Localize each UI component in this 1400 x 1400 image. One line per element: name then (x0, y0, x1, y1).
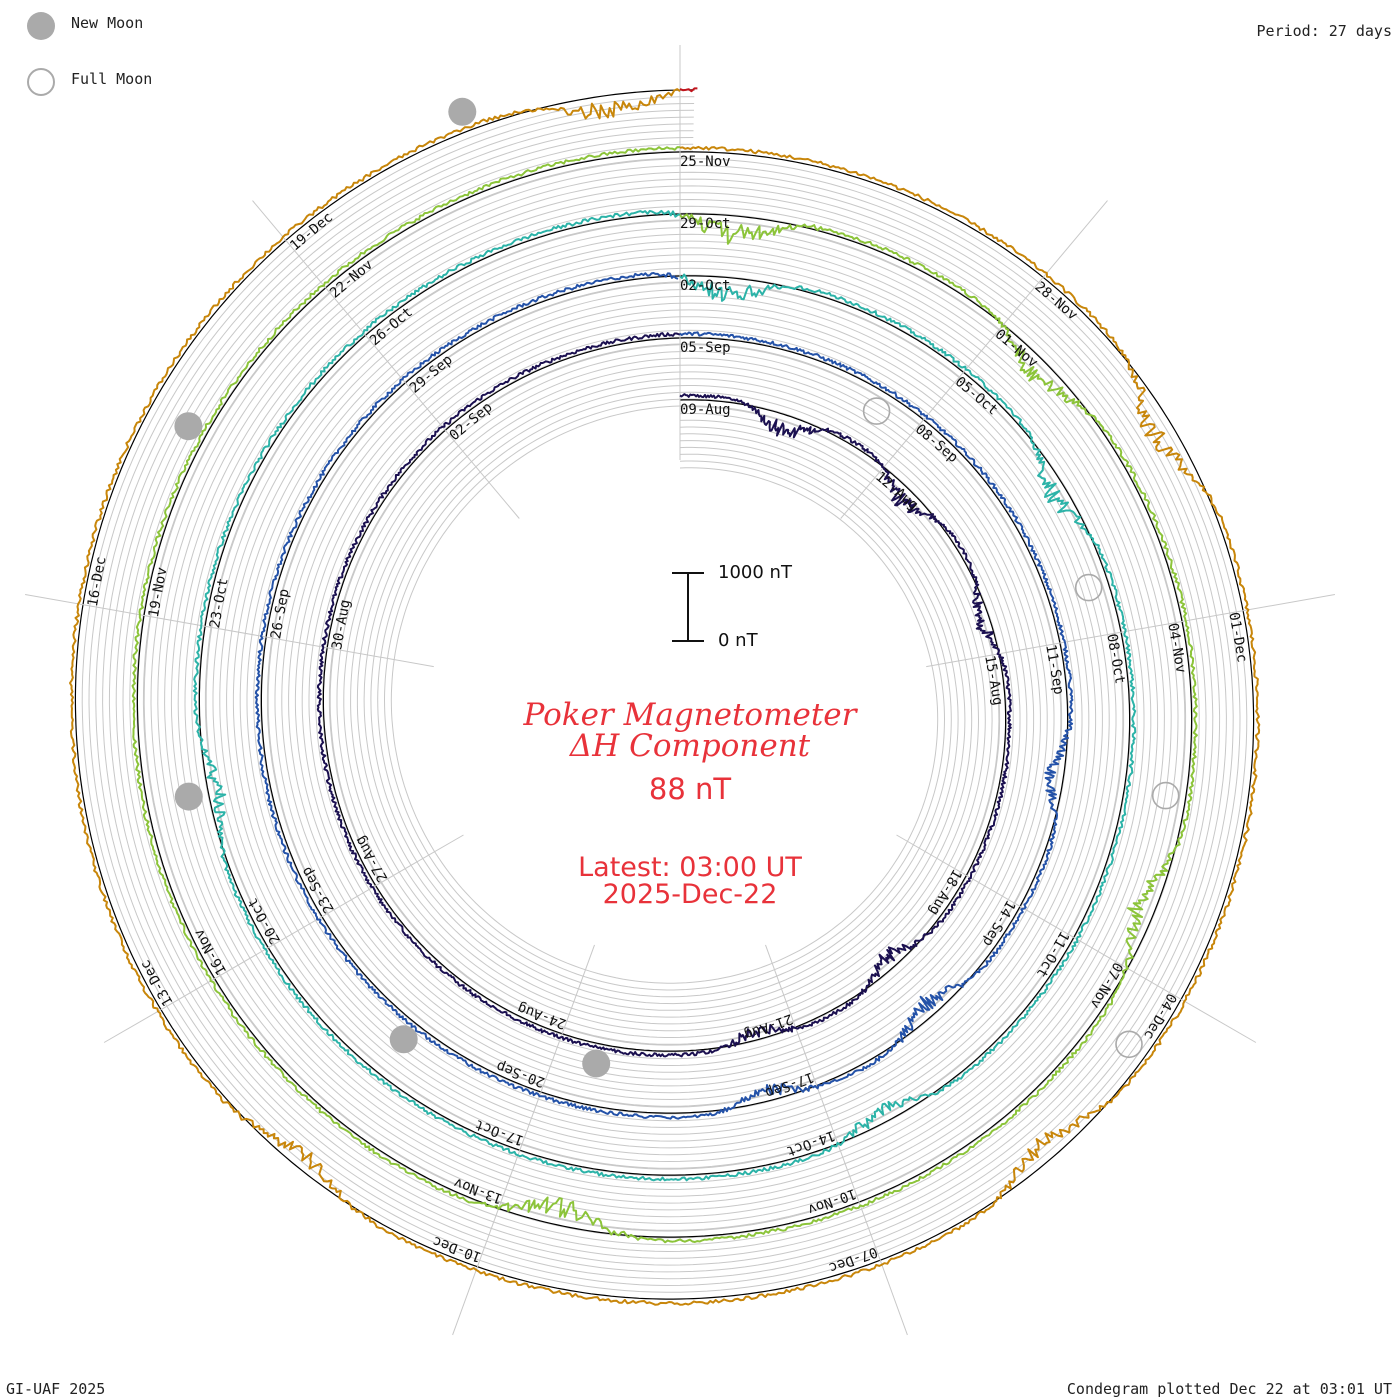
new-moon-marker (448, 97, 477, 126)
footer-credit: GI-UAF 2025 (6, 1380, 106, 1398)
grid-spiral (136, 150, 1193, 1239)
date-tick-label: 13-Dec (137, 957, 176, 1009)
scale-bar (672, 572, 704, 642)
grid-layer (74, 89, 1255, 1300)
trace-layer (69, 87, 1261, 1306)
trace-rotation-3 (192, 209, 1137, 1182)
date-tick-label: 26-Sep (268, 588, 293, 641)
title-block: Poker Magnetometer ΔH Component 88 nT La… (440, 697, 940, 910)
date-tick-label: 09-Aug (680, 402, 731, 418)
date-tick-label: 19-Nov (146, 566, 171, 619)
footer-plot-time: Condegram plotted Dec 22 at 03:01 UT (1066, 1380, 1392, 1398)
date-tick-label: 02-Oct (680, 278, 731, 294)
current-value: 88 nT (648, 772, 732, 806)
full-moon-marker (862, 397, 891, 425)
period-label: Period: 27 days (1256, 22, 1392, 40)
date-tick-label: 23-Oct (207, 577, 232, 630)
new-moon-marker (389, 1025, 418, 1054)
trace-rotation-4 (131, 146, 1198, 1244)
grid-spiral (95, 109, 1234, 1280)
new-moon-marker (174, 782, 203, 811)
date-tick-label: 20-Oct (245, 895, 284, 947)
chart-title: Poker Magnetometer (523, 697, 857, 733)
grid-spiral (102, 116, 1227, 1273)
date-tick-label: 05-Oct (952, 374, 1001, 419)
scale-top-label: 1000 nT (718, 562, 792, 583)
radial-gridline (926, 594, 1335, 668)
tick-layer (25, 45, 1335, 1336)
trace-rotation-5 (69, 88, 1261, 1306)
radial-gridline (840, 200, 1108, 519)
radial-gridline (25, 594, 434, 668)
grid-spiral (142, 157, 1187, 1232)
trace-rotation-2 (254, 272, 1074, 1120)
radial-gridline (765, 944, 908, 1336)
date-tick-label: 28-Nov (1032, 279, 1081, 324)
chart-subtitle: ΔH Component (569, 728, 811, 764)
date-tick-label: 25-Nov (680, 154, 731, 170)
grid-spiral (115, 130, 1214, 1259)
legend-full-moon-label: Full Moon (71, 70, 153, 88)
new-moon-icon (27, 12, 55, 40)
new-moon-marker (582, 1049, 611, 1078)
full-moon-marker (1115, 1030, 1143, 1059)
date-tick-label: 05-Sep (680, 340, 731, 356)
date-tick-label: 27-Aug (352, 833, 391, 885)
latest-time: Latest: 03:00 UT (578, 852, 802, 883)
date-tick-label: 08-Sep (912, 421, 961, 466)
scale-bottom-label: 0 nT (718, 630, 758, 651)
grid-spiral (122, 137, 1207, 1253)
moon-layer (174, 97, 1180, 1078)
grid-spiral (88, 103, 1241, 1287)
grid-spiral (129, 143, 1200, 1246)
full-moon-marker (1074, 573, 1103, 602)
baseline-spiral (74, 89, 1255, 1300)
date-tick-label: 29-Oct (680, 216, 731, 232)
new-moon-marker (174, 412, 203, 441)
legend-full-moon: Full Moon (27, 68, 152, 96)
date-tick-label: 12-Aug (872, 469, 921, 514)
trace-rotation-6 (679, 87, 698, 93)
legend-new-moon-label: New Moon (71, 14, 144, 32)
latest-date: 2025-Dec-22 (602, 879, 778, 910)
full-moon-marker (1151, 781, 1180, 810)
full-moon-icon (27, 68, 55, 96)
trace-rotation-1 (316, 332, 1012, 1058)
radial-gridline (103, 834, 464, 1043)
legend-new-moon: New Moon (27, 12, 143, 40)
grid-spiral (108, 123, 1221, 1266)
radial-gridline (252, 200, 520, 519)
date-tick-label: 01-Nov (992, 326, 1041, 371)
grid-spiral (81, 96, 1248, 1293)
